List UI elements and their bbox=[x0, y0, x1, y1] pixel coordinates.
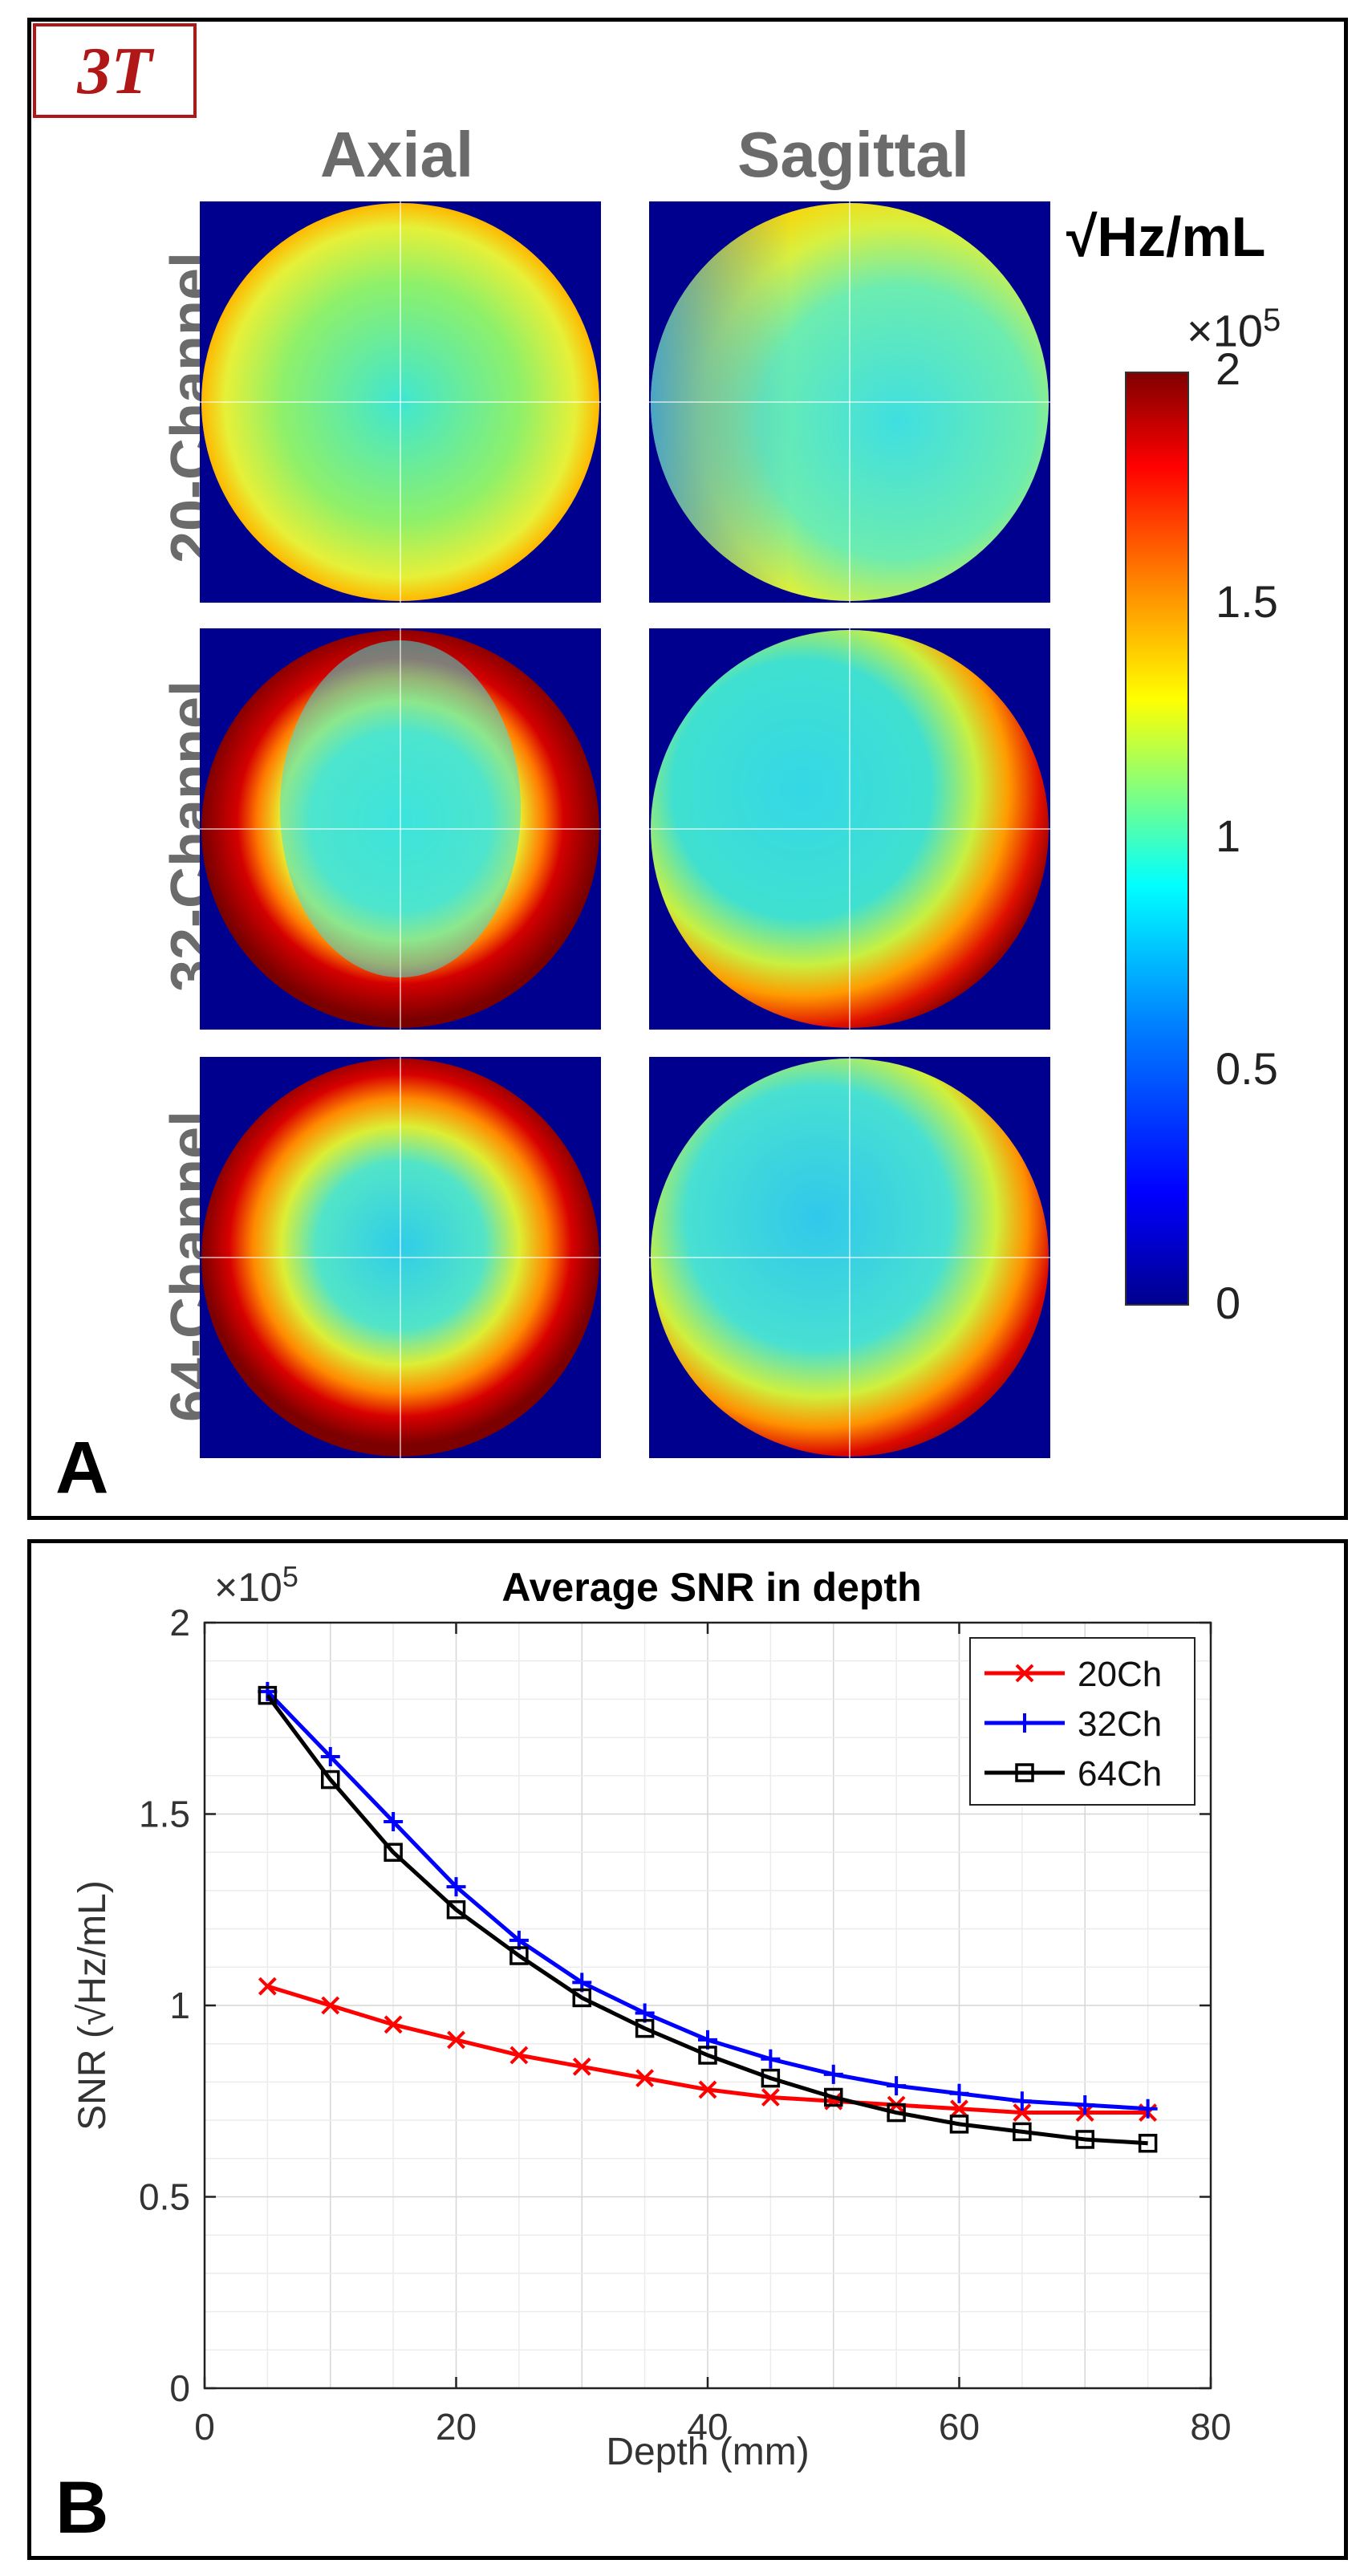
y-tick-label-0: 0 bbox=[169, 2367, 190, 2409]
y-tick-label-2: 2 bbox=[169, 1602, 190, 1644]
chart-title: Average SNR in depth bbox=[501, 1565, 921, 1610]
point-64Ch-70 bbox=[1075, 2130, 1094, 2149]
point-20Ch-30 bbox=[572, 2057, 591, 2076]
point-64Ch-50 bbox=[824, 2087, 843, 2107]
point-32Ch-60 bbox=[949, 2083, 969, 2103]
point-20Ch-65 bbox=[1013, 2103, 1032, 2122]
panel-a: 3T Axial Sagittal 20-Channel 32-Channel … bbox=[27, 18, 1348, 1520]
point-20Ch-20 bbox=[447, 2030, 465, 2050]
point-20Ch-45 bbox=[761, 2088, 780, 2107]
x-tick-label-40: 40 bbox=[687, 2406, 728, 2448]
column-label-axial: Axial bbox=[320, 119, 474, 190]
point-64Ch-45 bbox=[761, 2068, 781, 2088]
point-20Ch-35 bbox=[635, 2069, 655, 2088]
line-64Ch bbox=[266, 1694, 1148, 2146]
point-64Ch-65 bbox=[1013, 2122, 1032, 2142]
legend-label-64Ch: 64Ch bbox=[1078, 1754, 1162, 1794]
point-64Ch-55 bbox=[887, 2103, 906, 2123]
point-20Ch-40 bbox=[698, 2080, 717, 2099]
x-tick-label-0: 0 bbox=[194, 2406, 215, 2448]
colorbar-tick-0.5: 0.5 bbox=[1216, 1043, 1278, 1094]
colorbar-tick-0: 0 bbox=[1216, 1278, 1241, 1328]
colorbar-unit: √Hz/mL bbox=[1066, 205, 1265, 269]
legend-label-20Ch: 20Ch bbox=[1078, 1655, 1162, 1694]
point-64Ch-35 bbox=[635, 2018, 655, 2038]
legend-label-32Ch: 32Ch bbox=[1078, 1704, 1162, 1744]
snr-map-64ch-axial bbox=[200, 1057, 601, 1458]
point-64Ch-25 bbox=[509, 1946, 529, 1965]
colorbar-tick-1.5: 1.5 bbox=[1216, 576, 1278, 627]
point-32Ch-20 bbox=[446, 1877, 466, 1897]
column-label-sagittal: Sagittal bbox=[737, 119, 969, 190]
y-multiplier-exponent: 5 bbox=[282, 1560, 298, 1593]
legend-marker-20Ch bbox=[1015, 1664, 1034, 1683]
snr-map-64ch-sagittal bbox=[649, 1057, 1050, 1458]
y-tick-label-0.5: 0.5 bbox=[139, 2176, 190, 2218]
y-tick-label-1: 1 bbox=[169, 1985, 190, 2026]
panel-letter-b: B bbox=[55, 2467, 109, 2549]
panel-b: Average SNR in depth ×105 0 20 40 60 80 0 0.5 1… bbox=[27, 1539, 1348, 2560]
colorbar-tick-1: 1 bbox=[1216, 811, 1241, 861]
point-32Ch-15 bbox=[384, 1812, 404, 1832]
panel-letter-a: A bbox=[55, 1427, 109, 1509]
point-20Ch-25 bbox=[509, 2046, 529, 2065]
x-tick-label-60: 60 bbox=[939, 2406, 980, 2448]
series-64Ch bbox=[258, 1685, 1158, 2153]
point-64Ch-15 bbox=[384, 1843, 403, 1862]
point-64Ch-5 bbox=[258, 1685, 278, 1705]
point-32Ch-70 bbox=[1075, 2095, 1095, 2115]
x-tick-label-20: 20 bbox=[436, 2406, 477, 2448]
legend-marker-32Ch bbox=[1015, 1713, 1034, 1733]
snr-map-32ch-axial bbox=[200, 628, 601, 1030]
point-20Ch-5 bbox=[258, 1977, 277, 1996]
colorbar-multiplier-base: ×10 bbox=[1187, 305, 1263, 356]
snr-depth-chart: Average SNR in depth ×105 0 20 40 60 80 0 0.5 1… bbox=[71, 1560, 1232, 2473]
point-32Ch-50 bbox=[823, 2064, 843, 2084]
snr-map-32ch-sagittal bbox=[649, 628, 1050, 1030]
point-20Ch-10 bbox=[321, 1996, 340, 2015]
point-64Ch-40 bbox=[698, 2046, 717, 2065]
snr-map-20ch-sagittal bbox=[649, 201, 1050, 603]
chart-legend: 20Ch 32Ch 64Ch bbox=[969, 1637, 1196, 1806]
colorbar-tick-2: 2 bbox=[1216, 343, 1241, 394]
y-tick-label-1.5: 1.5 bbox=[139, 1794, 190, 1835]
colorbar-multiplier: ×105 bbox=[1187, 303, 1281, 357]
x-axis-label: Depth (mm) bbox=[606, 2431, 809, 2473]
point-20Ch-60 bbox=[950, 2099, 968, 2119]
snr-map-20ch-axial bbox=[200, 201, 601, 603]
point-32Ch-75 bbox=[1138, 2099, 1158, 2119]
point-32Ch-10 bbox=[320, 1746, 340, 1766]
y-axis-multiplier: ×105 bbox=[214, 1560, 298, 1610]
chart-series bbox=[258, 1681, 1158, 2153]
point-64Ch-20 bbox=[446, 1900, 466, 1920]
colorbar-unit-label: √Hz/mL bbox=[1066, 205, 1266, 268]
point-64Ch-60 bbox=[949, 2115, 969, 2134]
legend-marker-64Ch bbox=[1015, 1763, 1034, 1782]
colorbar bbox=[1125, 372, 1189, 1306]
point-32Ch-55 bbox=[887, 2076, 907, 2096]
field-strength-badge: 3T bbox=[33, 23, 197, 118]
point-20Ch-15 bbox=[384, 2015, 403, 2034]
colorbar-multiplier-exponent: 5 bbox=[1263, 303, 1281, 338]
axis-ticks: 0 20 40 60 80 0 0.5 1 1.5 2 bbox=[139, 1602, 1232, 2448]
point-64Ch-75 bbox=[1138, 2133, 1158, 2153]
x-tick-label-80: 80 bbox=[1190, 2406, 1231, 2448]
point-64Ch-30 bbox=[572, 1988, 591, 2008]
y-multiplier-base: ×10 bbox=[214, 1565, 282, 1610]
point-64Ch-10 bbox=[321, 1769, 340, 1790]
chart-grid bbox=[205, 1623, 1211, 2388]
y-axis-label: SNR (√Hz/mL) bbox=[71, 1880, 114, 2131]
point-32Ch-65 bbox=[1012, 2091, 1032, 2111]
point-32Ch-45 bbox=[761, 2049, 781, 2069]
